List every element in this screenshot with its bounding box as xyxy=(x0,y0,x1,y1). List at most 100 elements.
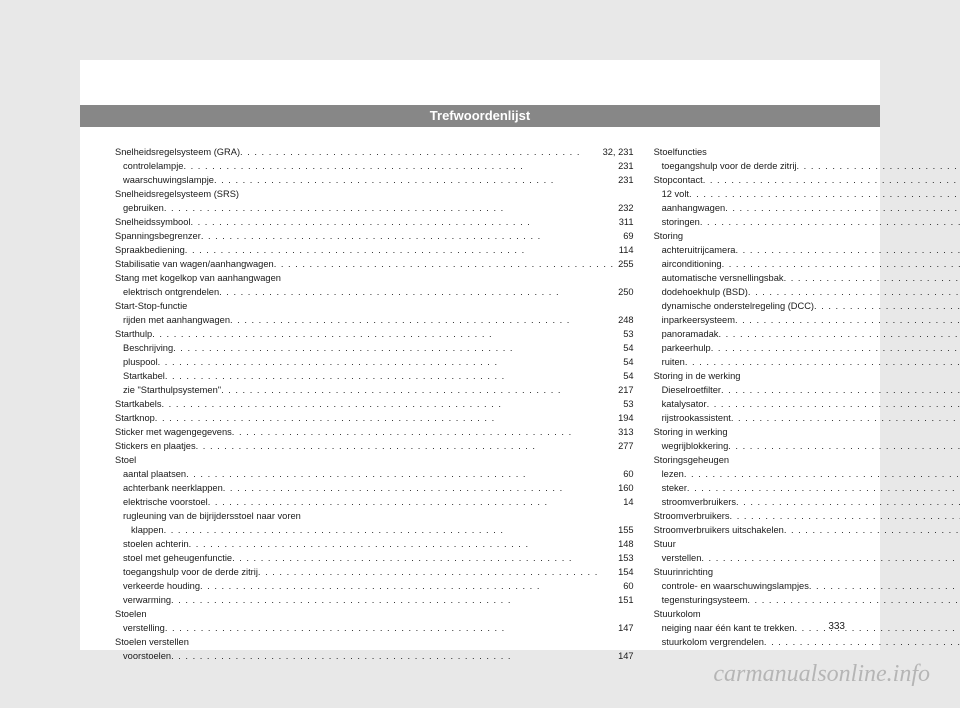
index-entry: Stroomverbruikers uitschakelen301 xyxy=(654,523,960,537)
entry-page: 153 xyxy=(614,551,634,565)
index-entry: Stuurkolom xyxy=(654,607,960,621)
entry-label: storingen xyxy=(662,215,700,229)
entry-label: stoel met geheugenfunctie xyxy=(123,551,232,565)
index-entry: klappen155 xyxy=(115,523,634,537)
dot-leader xyxy=(162,397,620,411)
index-entry: elektrische voorstoel14 xyxy=(115,495,634,509)
index-entry: Storingsgeheugen xyxy=(654,453,960,467)
entry-label: ruiten xyxy=(662,355,685,369)
index-entry: Stoel xyxy=(115,453,634,467)
index-entry: verkeerde houding60 xyxy=(115,579,634,593)
dot-leader xyxy=(223,481,614,495)
entry-label: Snelheidsregelsysteem (SRS) xyxy=(115,187,239,201)
entry-label: voorstoelen xyxy=(123,649,171,663)
index-entry: aantal plaatsen 60 xyxy=(115,467,634,481)
dot-leader xyxy=(183,159,614,173)
dot-leader xyxy=(190,215,614,229)
index-entry: Stickers en plaatjes277 xyxy=(115,439,634,453)
dot-leader xyxy=(684,467,960,481)
entry-label: Snelheidsregelsysteem (GRA) xyxy=(115,145,240,159)
entry-label: aantal plaatsen xyxy=(123,467,186,481)
entry-label: parkeerhulp xyxy=(662,341,711,355)
dot-leader xyxy=(721,383,960,397)
index-entry: Stabilisatie van wagen/aanhangwagen255 xyxy=(115,257,634,271)
index-entry: waarschuwingslampje231 xyxy=(115,173,634,187)
dot-leader xyxy=(687,481,960,495)
index-entry: Stang met kogelkop van aanhangwagen xyxy=(115,271,634,285)
index-entry: dynamische onderstelregeling (DCC)245 xyxy=(654,299,960,313)
dot-leader xyxy=(200,579,619,593)
watermark: carmanualsonline.info xyxy=(713,661,930,688)
index-columns: Snelheidsregelsysteem (GRA) 32, 231 contro… xyxy=(115,145,845,615)
entry-page: 60 xyxy=(619,579,633,593)
entry-label: Stoelfuncties xyxy=(654,145,707,159)
entry-label: Stoel xyxy=(115,453,136,467)
index-entry: Beschrijving54 xyxy=(115,341,634,355)
entry-page: 32, 231 xyxy=(599,145,634,159)
entry-label: katalysator xyxy=(662,397,707,411)
entry-label: Stopcontact xyxy=(654,173,703,187)
entry-page: 194 xyxy=(614,411,634,425)
index-entry: toegangshulp voor de derde zitrij154 xyxy=(115,565,634,579)
index-entry: Sticker met wagengegevens313 xyxy=(115,425,634,439)
dot-leader xyxy=(208,495,620,509)
entry-page: 248 xyxy=(614,313,634,327)
dot-leader xyxy=(735,313,960,327)
entry-label: Stoelen verstellen xyxy=(115,635,189,649)
index-entry: tegensturingsysteem192 xyxy=(654,593,960,607)
index-entry: achteruitrijcamera230 xyxy=(654,243,960,257)
entry-page: 54 xyxy=(619,341,633,355)
entry-label: verwarming xyxy=(123,593,171,607)
index-entry: Startkabels53 xyxy=(115,397,634,411)
entry-page: 313 xyxy=(614,425,634,439)
page-title-banner: Trefwoordenlijst xyxy=(80,105,880,127)
entry-label: automatische versnellingsbak xyxy=(662,271,784,285)
dot-leader xyxy=(730,509,960,523)
entry-label: elektrisch ontgrendelen xyxy=(123,285,219,299)
entry-label: aanhangwagen xyxy=(662,201,726,215)
index-entry: Startknop 194 xyxy=(115,411,634,425)
entry-label: Starthulp xyxy=(115,327,152,341)
index-entry: stuurkolom vergrendelen192 xyxy=(654,635,960,649)
index-entry: Snelheidsregelsysteem (GRA) 32, 231 xyxy=(115,145,634,159)
index-entry: parkeerhulp222 xyxy=(654,341,960,355)
entry-page: 54 xyxy=(619,355,633,369)
index-entry: Stoelen verstellen xyxy=(115,635,634,649)
manual-page: Trefwoordenlijst Snelheidsregelsysteem (… xyxy=(80,60,880,650)
entry-label: controle- en waarschuwingslampjes xyxy=(662,579,809,593)
index-entry: rijden met aanhangwagen248 xyxy=(115,313,634,327)
index-entry: zie "Starthulpsystemen"217 xyxy=(115,383,634,397)
dot-leader xyxy=(748,285,960,299)
dot-leader xyxy=(728,439,960,453)
dot-leader xyxy=(735,243,960,257)
entry-label: neiging naar één kant te trekken xyxy=(662,621,795,635)
dot-leader xyxy=(171,593,614,607)
dot-leader xyxy=(764,635,960,649)
index-entry: voorstoelen 147 xyxy=(115,649,634,663)
index-entry: neiging naar één kant te trekken308 xyxy=(654,621,960,635)
index-entry: storingen181 xyxy=(654,215,960,229)
entry-page: 250 xyxy=(614,285,634,299)
entry-label: achterbank neerklappen xyxy=(123,481,223,495)
dot-leader xyxy=(784,523,960,537)
dot-leader xyxy=(189,537,614,551)
entry-label: Storingsgeheugen xyxy=(654,453,729,467)
dot-leader xyxy=(152,327,619,341)
entry-page: 255 xyxy=(614,257,634,271)
index-entry: Start-Stop-functie xyxy=(115,299,634,313)
dot-leader xyxy=(703,173,960,187)
entry-label: achteruitrijcamera xyxy=(662,243,736,257)
entry-label: verstelling xyxy=(123,621,165,635)
dot-leader xyxy=(700,215,960,229)
entry-label: Startknop xyxy=(115,411,155,425)
entry-label: Stroomverbruikers xyxy=(654,509,730,523)
index-entry: verstelling147 xyxy=(115,621,634,635)
dot-leader xyxy=(809,579,960,593)
index-entry: ruiten132 xyxy=(654,355,960,369)
dot-leader xyxy=(214,173,614,187)
entry-page: 60 xyxy=(619,467,633,481)
dot-leader xyxy=(230,313,614,327)
entry-page: 232 xyxy=(614,201,634,215)
dot-leader xyxy=(718,327,960,341)
entry-page: 147 xyxy=(614,649,634,663)
